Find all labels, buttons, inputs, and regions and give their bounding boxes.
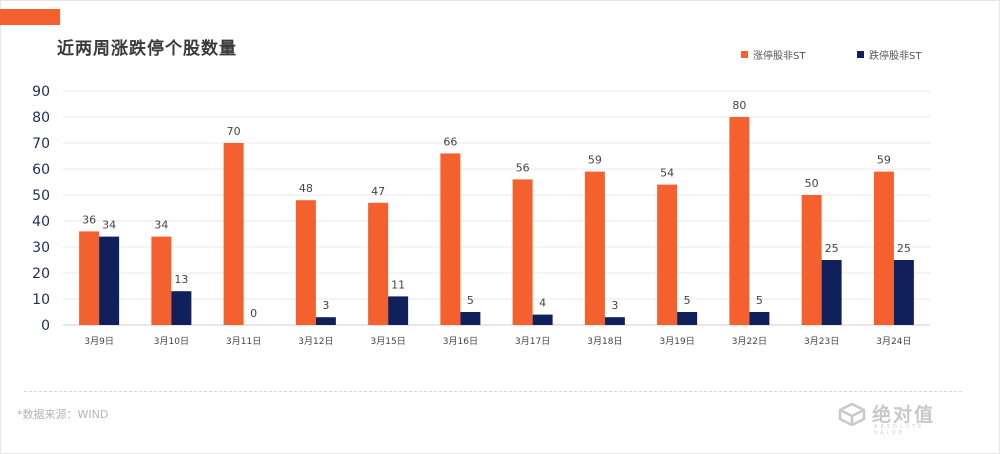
bar-fall: [171, 291, 192, 325]
legend-label-rise: 涨停股非ST: [753, 51, 806, 62]
x-tick-label: 3月15日: [371, 336, 406, 347]
bar-fall: [893, 260, 914, 325]
data-label: 47: [371, 185, 385, 198]
data-label: 13: [174, 273, 188, 286]
bar-rise: [223, 143, 244, 325]
y-tick-label: 90: [32, 84, 50, 100]
bar-fall: [388, 296, 409, 325]
watermark-logo: 绝对值 ABSOLUTE VALUE: [838, 400, 936, 436]
data-label: 50: [805, 177, 819, 190]
data-label: 36: [82, 213, 96, 226]
data-label: 0: [250, 307, 257, 320]
data-label: 3: [611, 299, 618, 312]
data-label: 5: [756, 294, 763, 307]
legend-item-rise: 涨停股非ST: [741, 47, 805, 62]
data-label: 5: [684, 294, 691, 307]
watermark-subtext: ABSOLUTE VALUE: [874, 424, 925, 436]
data-label: 66: [443, 135, 457, 148]
x-tick-label: 3月22日: [732, 336, 767, 347]
data-label: 3: [322, 299, 329, 312]
legend-item-fall: 跌停股非ST: [857, 47, 921, 62]
bar-rise: [151, 236, 172, 325]
y-tick-label: 50: [32, 188, 50, 204]
data-source-note: *数据来源：WIND: [17, 408, 109, 421]
y-tick-label: 0: [41, 318, 50, 334]
data-label: 34: [154, 219, 168, 232]
data-label: 80: [732, 99, 746, 112]
x-tick-label: 3月9日: [84, 336, 113, 347]
x-tick-label: 3月10日: [154, 336, 189, 347]
y-tick-label: 20: [32, 266, 50, 282]
bar-rise: [584, 171, 605, 325]
bar-rise: [729, 117, 750, 325]
bar-fall: [99, 236, 120, 325]
x-tick-label: 3月17日: [515, 336, 550, 347]
bar-rise: [873, 171, 894, 325]
bar-fall: [532, 314, 553, 325]
bar-rise: [801, 195, 822, 325]
x-tick-label: 3月23日: [804, 336, 839, 347]
data-label: 48: [299, 182, 313, 195]
x-tick-label: 3月16日: [443, 336, 478, 347]
y-tick-label: 70: [32, 136, 50, 152]
data-label: 59: [877, 154, 891, 167]
x-tick-label: 3月24日: [876, 336, 911, 347]
x-tick-label: 3月18日: [587, 336, 622, 347]
y-tick-label: 40: [32, 214, 50, 230]
footer-divider: [24, 391, 962, 392]
legend-swatch-rise: [741, 51, 748, 58]
bar-rise: [657, 184, 678, 325]
y-tick-label: 80: [32, 110, 50, 126]
bar-fall: [315, 317, 336, 325]
accent-bar: [0, 9, 60, 25]
data-label: 56: [516, 161, 530, 174]
bar-rise: [295, 200, 316, 325]
watermark-text: 绝对值: [872, 404, 936, 426]
x-tick-label: 3月11日: [226, 336, 261, 347]
legend-label-fall: 跌停股非ST: [869, 51, 922, 62]
data-label: 4: [539, 297, 546, 310]
chart-title: 近两周涨跌停个股数量: [57, 39, 237, 59]
bar-fall: [749, 312, 770, 325]
data-label: 5: [467, 294, 474, 307]
data-label: 54: [660, 167, 674, 180]
x-tick-label: 3月19日: [660, 336, 695, 347]
data-label: 11: [391, 278, 405, 291]
bar-rise: [79, 231, 100, 325]
y-tick-label: 10: [32, 292, 50, 308]
bar-rise: [440, 153, 461, 325]
x-tick-label: 3月12日: [298, 336, 333, 347]
bar-fall: [460, 312, 481, 325]
y-tick-label: 60: [32, 162, 50, 178]
data-label: 70: [227, 125, 241, 138]
bar-rise: [512, 179, 533, 325]
data-label: 25: [897, 242, 911, 255]
legend-swatch-fall: [857, 51, 864, 58]
bar-fall: [821, 260, 842, 325]
bar-rise: [368, 202, 389, 325]
bar-fall: [677, 312, 698, 325]
y-tick-label: 30: [32, 240, 50, 256]
data-label: 25: [825, 242, 839, 255]
data-label: 34: [102, 219, 116, 232]
data-label: 59: [588, 154, 602, 167]
bar-fall: [604, 317, 625, 325]
cube-logo-icon: [838, 402, 866, 426]
